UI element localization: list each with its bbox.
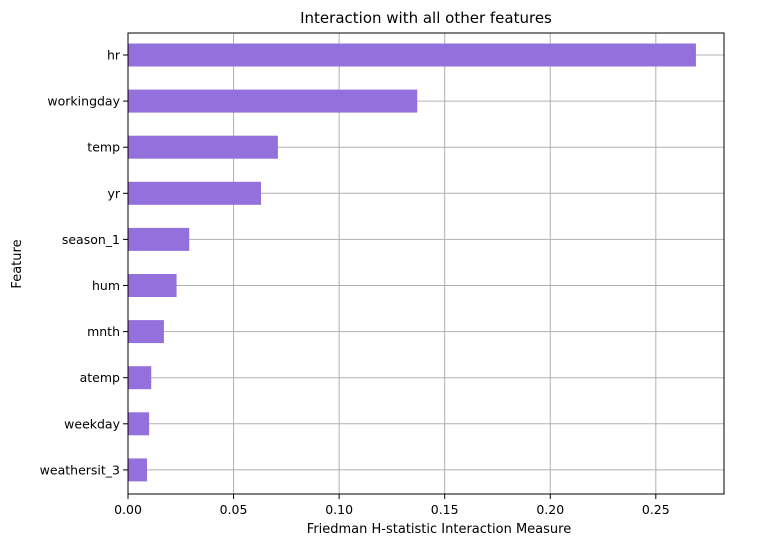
bar-yr xyxy=(128,181,262,205)
x-tick-label: 0.25 xyxy=(642,502,670,517)
x-tick-label: 0.15 xyxy=(431,502,459,517)
y-tick-label: hum xyxy=(92,278,120,293)
x-tick-label: 0.10 xyxy=(325,502,353,517)
chart-title: Interaction with all other features xyxy=(300,9,552,27)
plot-frame xyxy=(127,32,725,495)
y-tick-label: temp xyxy=(87,140,120,155)
y-tick-label: yr xyxy=(107,186,120,201)
bar-weekday xyxy=(128,412,150,436)
bar-mnth xyxy=(128,320,164,344)
x-tick-label: 0.20 xyxy=(536,502,564,517)
y-tick-label: weathersit_3 xyxy=(40,462,120,477)
bar-hr xyxy=(128,43,696,67)
grid-layer xyxy=(127,33,724,494)
x-axis-label: Friedman H-statistic Interaction Measure xyxy=(307,522,571,537)
bar-weathersit_3 xyxy=(128,458,148,482)
y-tick-label: season_1 xyxy=(62,232,120,247)
bar-layer xyxy=(128,43,696,482)
x-axis-ticks: 0.00 0.05 0.10 0.15 0.20 0.25 xyxy=(114,494,670,517)
bar-workingday xyxy=(128,89,418,113)
x-tick-label: 0.05 xyxy=(220,502,248,517)
y-tick-label: weekday xyxy=(64,416,120,431)
y-tick-label: mnth xyxy=(87,324,120,339)
bar-temp xyxy=(128,135,278,159)
bar-season_1 xyxy=(128,227,190,251)
x-tick-label: 0.00 xyxy=(114,502,142,517)
y-tick-label: hr xyxy=(107,48,121,63)
bar-atemp xyxy=(128,366,152,390)
bar-hum xyxy=(128,274,177,297)
y-tick-label: atemp xyxy=(80,370,120,385)
y-axis-label: Feature xyxy=(10,239,25,288)
y-tick-label: workingday xyxy=(47,94,120,109)
